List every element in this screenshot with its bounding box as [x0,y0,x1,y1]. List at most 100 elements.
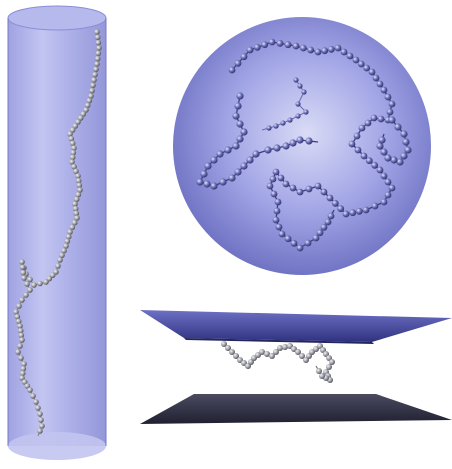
polymer-bead [95,39,102,46]
polymer-bead [67,229,73,235]
polymer-bead [269,175,277,183]
polymer-bead [284,41,292,49]
polymer-bead [73,210,80,217]
polymer-bead [371,202,379,210]
polymer-bead [73,168,79,175]
polymer-bead [388,116,396,124]
polymer-bead [219,178,227,186]
polymer-bead [378,136,386,144]
polymer-bead [384,93,392,101]
polymer-bead [65,233,72,240]
polymer-bead [363,64,371,72]
sphere-chain-beads [196,38,412,252]
polymer-bead [296,136,304,144]
polymer-bead [364,119,372,127]
polymer-bead [86,97,93,104]
polymer-bead [362,206,370,214]
polymer-bead [18,332,25,339]
polymer-bead [35,405,41,411]
polymer-bead [43,279,49,285]
polymer-bead [84,102,91,109]
polymer-bead [278,230,286,238]
polymer-bead [17,343,23,349]
polymer-bead [316,368,322,374]
polymer-bead [380,86,388,94]
polymer-bead [357,60,365,68]
polymer-bead [74,215,80,221]
polymer-bead [377,115,385,123]
polymer-bead [321,47,329,55]
cylinder-top-cap [7,5,107,31]
polymer-bead [352,56,360,64]
polymer-bead [204,162,212,170]
polymer-bead [273,123,279,129]
polymer-bead [33,399,39,405]
sphere-shell [173,17,431,275]
polymer-bead [329,359,335,365]
polymer-bead [39,423,45,429]
polymer-bead [16,303,22,309]
polymer-bead [94,55,101,62]
polymer-bead [289,139,297,147]
polymer-bead [49,272,56,279]
polymer-bead [396,158,404,166]
polymer-bead [292,42,300,50]
polymer-bead [94,61,100,67]
polymer-bead [75,177,82,184]
polymer-bead [77,115,84,121]
polymer-bead [371,161,379,169]
polymer-bead [277,345,283,351]
polymer-bead [31,282,37,288]
polymer-bead [236,120,244,128]
polymer-bead [61,247,67,254]
polymer-bead [372,74,380,82]
polymer-bead [354,146,362,154]
polymer-bead [75,173,81,179]
polymer-bead [15,349,21,355]
polymer-bead [297,83,303,89]
polymer-bead [72,123,79,129]
polymer-bead [55,263,61,269]
polymer-bead [307,46,315,54]
polymer-bead [90,82,96,89]
polymer-bead [331,199,339,207]
polymer-bead [23,292,29,298]
polymer-bead [21,275,27,281]
polymer-bead [24,281,30,287]
polymer-bead [272,216,280,224]
polymer-bead [70,149,77,156]
polymer-bead [88,93,94,99]
polymer-bead [21,361,27,367]
polymer-bead [280,120,286,126]
polymer-bead [314,182,322,190]
polymer-bead [295,101,301,107]
polymer-bead [295,113,301,119]
polymer-bead [228,66,236,74]
polymer-bead [314,48,322,56]
polymer-bead [402,138,410,146]
polymer-bead [380,172,388,180]
polymer-bead [266,125,272,131]
polymer-bead [64,238,71,245]
polymer-bead [68,135,75,142]
polymer-bead [320,223,328,231]
polymer-bead [234,168,242,176]
polymer-bead [92,71,98,78]
sphere-panel [173,17,431,275]
polymer-bead [67,131,73,137]
polymer-bead [94,29,100,35]
polymer-bead [316,229,324,237]
polymer-bead [340,48,348,56]
polymer-bead [268,38,276,46]
polymer-bead [282,180,290,188]
polymer-bead [353,132,361,140]
polymer-bead [38,417,44,423]
polymer-bead [273,207,281,215]
polymer-bead [368,68,376,76]
polymer-bead [390,156,398,164]
polymer-bead [228,174,236,182]
polymer-bead [293,77,299,83]
polymer-bead [59,252,65,259]
polymer-bead [27,287,33,293]
